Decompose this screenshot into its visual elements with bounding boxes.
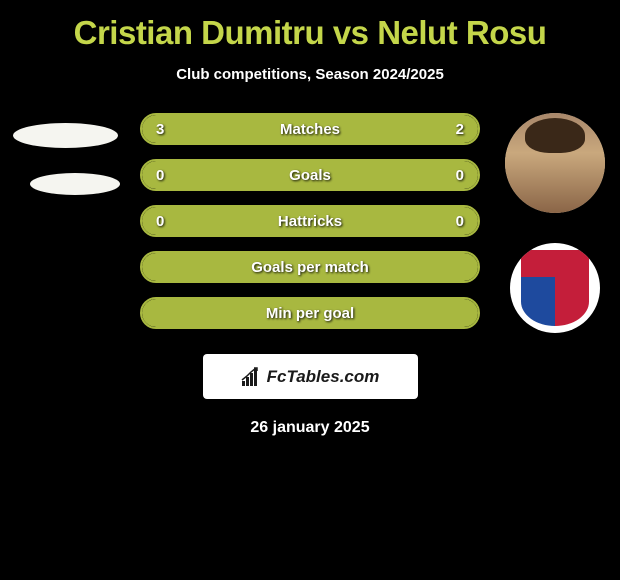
content-area: 3 Matches 2 0 Goals 0 0 Hattricks 0 Goal… (0, 113, 620, 437)
stat-left-value: 0 (156, 167, 164, 184)
stat-left-value: 0 (156, 213, 164, 230)
stat-right-value: 0 (456, 167, 464, 184)
stat-bar-goals: 0 Goals 0 (140, 159, 480, 191)
stat-bar-goals-per-match: Goals per match (140, 251, 480, 283)
stat-label: Min per goal (266, 305, 354, 322)
player-avatar (505, 113, 605, 213)
stat-label: Goals (289, 167, 331, 184)
logo-box: FcTables.com (203, 354, 418, 399)
stat-left-value: 3 (156, 121, 164, 138)
stats-bars: 3 Matches 2 0 Goals 0 0 Hattricks 0 Goal… (140, 113, 480, 329)
stat-right-value: 2 (456, 121, 464, 138)
stat-label: Goals per match (251, 259, 369, 276)
stat-bar-matches: 3 Matches 2 (140, 113, 480, 145)
left-player-column (0, 123, 130, 220)
badge-graphic (521, 250, 589, 326)
right-player-column (500, 113, 610, 333)
player-face-graphic (505, 113, 605, 213)
page-title: Cristian Dumitru vs Nelut Rosu (0, 0, 620, 52)
stat-bar-min-per-goal: Min per goal (140, 297, 480, 329)
team-badge (510, 243, 600, 333)
logo-text: FcTables.com (267, 367, 380, 387)
stat-label: Matches (280, 121, 340, 138)
stat-bar-hattricks: 0 Hattricks 0 (140, 205, 480, 237)
placeholder-shape-small (30, 173, 120, 195)
subtitle: Club competitions, Season 2024/2025 (0, 66, 620, 83)
chart-icon (241, 367, 263, 387)
stat-label: Hattricks (278, 213, 342, 230)
placeholder-shape (13, 123, 118, 148)
stat-right-value: 0 (456, 213, 464, 230)
date-text: 26 january 2025 (0, 419, 620, 437)
